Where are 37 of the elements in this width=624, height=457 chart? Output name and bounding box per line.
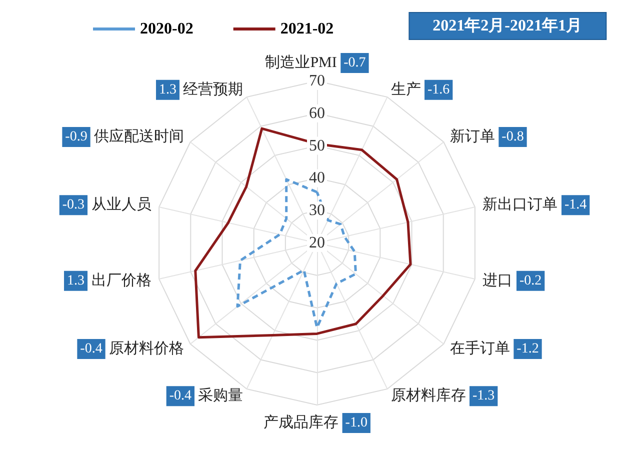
spoke-label: 生产 <box>390 80 421 98</box>
spoke-label: 从业人员 <box>91 196 152 214</box>
y-tick-label: 50 <box>309 137 325 154</box>
y-tick-label: 30 <box>309 202 325 220</box>
y-tick-label: 70 <box>309 72 325 90</box>
spoke-label: 进口 <box>482 272 513 289</box>
spoke-label: 产成品库存 <box>264 414 339 431</box>
spoke-label: 原材料库存 <box>390 387 466 404</box>
text: -0.2 <box>519 273 542 288</box>
y-tick-label: 60 <box>309 104 325 122</box>
legend-label: 2020-02 <box>140 20 194 38</box>
text: -1.0 <box>345 416 368 430</box>
text: -1.2 <box>516 341 539 356</box>
spoke-label: 出厂价格 <box>91 272 152 289</box>
text: 1.3 <box>67 273 85 288</box>
spoke-label: 供应配送时间 <box>94 128 184 146</box>
text: 1.3 <box>158 82 176 98</box>
text: -0.8 <box>502 130 524 145</box>
text: -1.3 <box>472 388 495 404</box>
chart-title: 2021年2月-2021年1月 <box>432 16 582 34</box>
y-tick-label: 20 <box>309 234 325 252</box>
spoke-label: 在手订单 <box>450 340 510 357</box>
spoke-label: 经营预期 <box>183 80 244 98</box>
text: -1.4 <box>564 198 587 213</box>
spoke-label: 制造业PMI <box>265 54 337 71</box>
spoke-label: 新出口订单 <box>482 196 558 214</box>
text: -0.4 <box>169 388 192 404</box>
spoke-label: 新订单 <box>450 128 495 146</box>
text: -0.7 <box>344 56 366 70</box>
legend-label: 2021-02 <box>280 20 334 38</box>
y-tick-label: 40 <box>309 170 325 187</box>
text: -0.4 <box>80 341 102 356</box>
text: -0.9 <box>65 130 88 145</box>
text: -0.3 <box>62 198 85 213</box>
text: -1.6 <box>428 82 450 98</box>
spoke-label: 采购量 <box>198 387 244 404</box>
spoke-label: 原材料价格 <box>109 340 184 357</box>
